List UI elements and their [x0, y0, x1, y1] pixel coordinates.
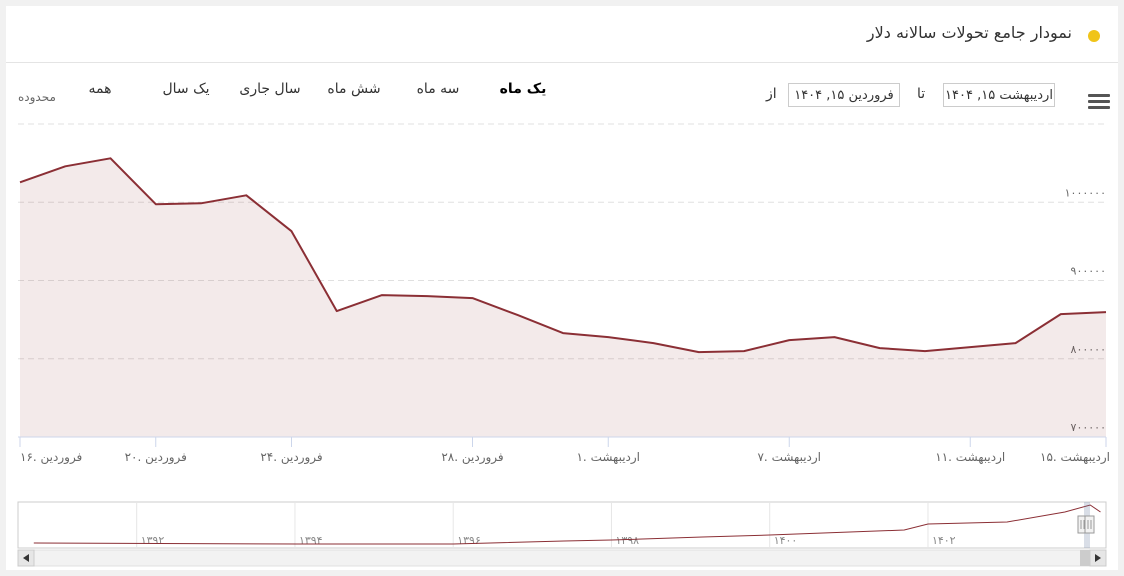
header: نمودار جامع تحولات سالانه دلار: [6, 6, 1118, 63]
x-tick-label: ۱۶. فروردین: [20, 450, 82, 465]
scrollbar-track: [17, 549, 1107, 567]
x-tick-label: ۱۵. اردیبهشت: [1040, 450, 1110, 465]
card: نمودار جامع تحولات سالانه دلار: [6, 6, 1118, 570]
x-tick-label: ۱. اردیبهشت: [576, 450, 640, 465]
scroll-left-arrow: [23, 554, 29, 562]
range-button[interactable]: سال جاری: [239, 81, 301, 97]
navigator-handle[interactable]: [1084, 515, 1095, 534]
area-fill: [20, 158, 1106, 438]
y-tick-label: ۷۰۰۰۰۰: [1071, 421, 1106, 434]
navigator-tick-label: ۱۴۰۰: [774, 534, 798, 547]
scroll-right-arrow: [1095, 554, 1101, 562]
line: [19, 157, 1107, 354]
y-tick-label: ۹۰۰۰۰۰: [1071, 265, 1106, 278]
navigator-line: [33, 504, 1101, 545]
navigator-tick-label: ۱۳۹۲: [141, 534, 165, 547]
y-tick-label: ۱۰۰۰۰۰۰: [1065, 186, 1106, 199]
x-tick-label: ۱۱. اردیبهشت: [935, 450, 1005, 465]
navigator-tick-label: ۱۳۹۸: [615, 534, 639, 547]
range-button[interactable]: سه ماه: [416, 81, 460, 97]
to-input[interactable]: اردیبهشت ۱۵, ۱۴۰۴: [943, 83, 1055, 107]
menu-button[interactable]: [1088, 94, 1110, 112]
from-label: از: [766, 86, 777, 102]
x-tick-label: ۲۸. فروردین: [441, 450, 503, 465]
range-button[interactable]: یک ماه: [499, 81, 547, 97]
title: نمودار جامع تحولات سالانه دلار: [866, 23, 1072, 42]
range-button[interactable]: شش ماه: [327, 81, 381, 97]
x-tick-label: ۷. اردیبهشت: [757, 450, 821, 465]
range-button[interactable]: یک سال: [162, 81, 210, 97]
to-label: تا: [917, 86, 926, 102]
title-dot: [1088, 30, 1100, 42]
navigator-tick-label: ۱۳۹۴: [299, 534, 323, 547]
x-tick-label: ۲۰. فروردین: [125, 450, 187, 465]
scrollbar-thumb[interactable]: [1080, 550, 1092, 566]
x-tick-label: ۲۴. فروردین: [260, 450, 322, 465]
range-label: محدوده: [18, 90, 56, 104]
navigator-tick-label: ۱۳۹۶: [457, 534, 481, 547]
y-tick-label: ۸۰۰۰۰۰: [1071, 343, 1106, 356]
navigator-tick-label: ۱۴۰۲: [932, 534, 956, 547]
from-input[interactable]: فروردین ۱۵, ۱۴۰۴: [788, 83, 900, 107]
range-button[interactable]: همه: [88, 81, 112, 97]
